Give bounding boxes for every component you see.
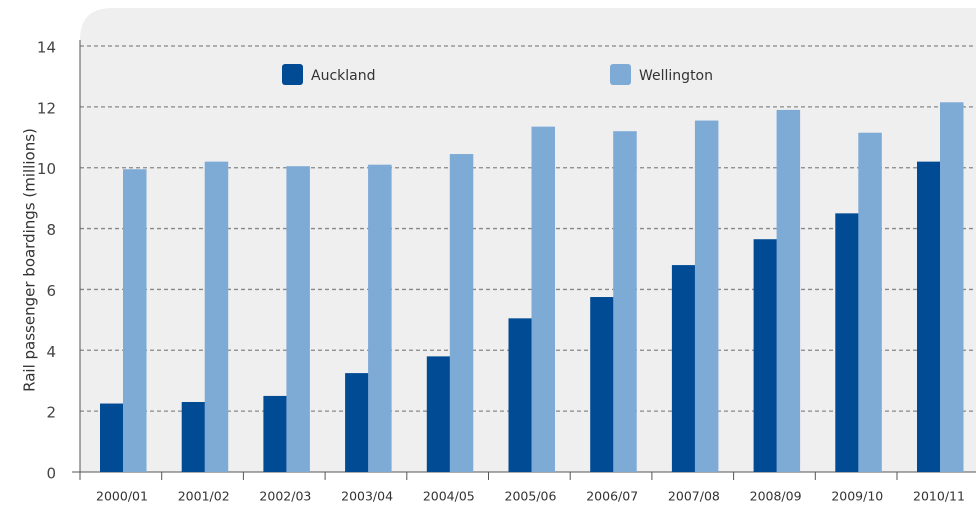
x-tick-label: 2006/07 xyxy=(586,489,638,504)
x-tick-label: 2003/04 xyxy=(341,489,393,504)
bar xyxy=(858,132,882,472)
bar xyxy=(613,131,637,472)
bar xyxy=(671,265,696,472)
y-tick-label: 14 xyxy=(37,39,56,57)
y-tick-label: 4 xyxy=(46,343,56,361)
x-tick-label: 2009/10 xyxy=(831,489,883,504)
bar xyxy=(181,402,206,472)
y-tick-label: 6 xyxy=(46,282,56,300)
bar xyxy=(531,126,555,472)
x-tick-label: 2004/05 xyxy=(423,489,475,504)
bar xyxy=(590,297,614,472)
y-tick-label: 8 xyxy=(46,221,56,239)
x-tick-label: 2008/09 xyxy=(750,489,802,504)
bar xyxy=(753,239,778,472)
legend-swatch xyxy=(610,64,631,85)
bar xyxy=(345,373,369,472)
y-tick-label: 10 xyxy=(37,160,56,178)
legend-swatch xyxy=(282,64,303,85)
y-tick-label: 0 xyxy=(46,465,56,483)
x-tick-label: 2007/08 xyxy=(668,489,720,504)
y-axis-label: Rail passenger boardings (millions) xyxy=(21,128,39,392)
bar xyxy=(508,318,532,472)
x-tick-label: 2000/01 xyxy=(96,489,148,504)
bar xyxy=(204,161,229,472)
bar xyxy=(286,166,310,472)
y-tick-label: 2 xyxy=(46,404,56,422)
y-tick-label: 12 xyxy=(37,99,56,117)
legend-label: Wellington xyxy=(639,68,713,84)
x-tick-label: 2010/11 xyxy=(913,489,965,504)
bar xyxy=(426,356,451,472)
bar xyxy=(917,161,941,472)
x-tick-label: 2002/03 xyxy=(259,489,311,504)
x-tick-label: 2001/02 xyxy=(178,489,230,504)
legend-label: Auckland xyxy=(311,68,375,84)
bar xyxy=(123,169,147,472)
bar xyxy=(776,109,801,473)
bar xyxy=(100,403,124,472)
bar xyxy=(940,102,964,473)
bar xyxy=(835,213,859,472)
bar xyxy=(449,154,474,472)
bar xyxy=(368,164,392,472)
bar xyxy=(694,120,719,473)
bar xyxy=(263,395,287,472)
x-tick-label: 2005/06 xyxy=(505,489,557,504)
